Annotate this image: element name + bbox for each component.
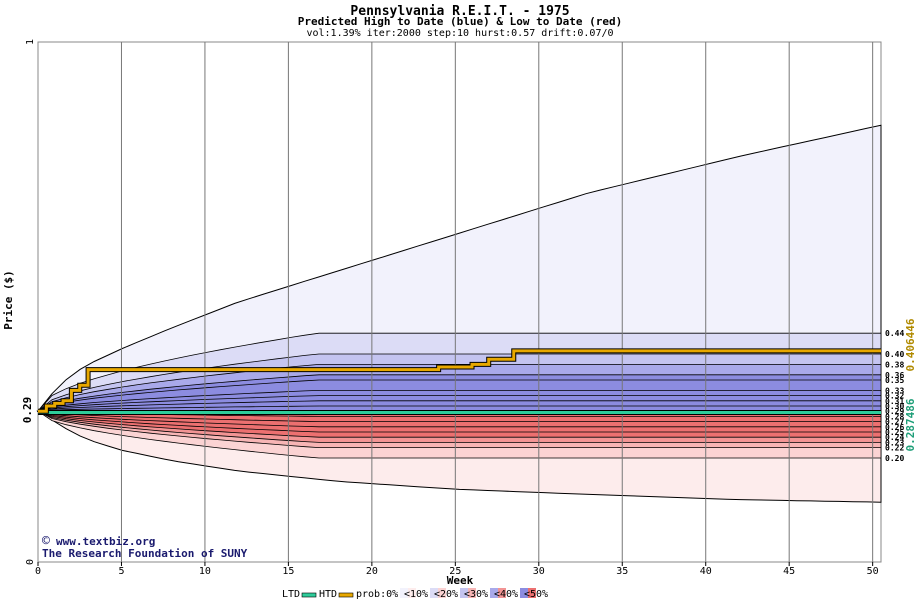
legend-band-swatch-high-1 [430, 588, 438, 598]
credit-url: www.textbiz.org [56, 535, 155, 548]
legend-band-label-0: <10% [404, 589, 428, 600]
price-lines [38, 348, 881, 415]
legend-band-swatch-low-1 [438, 588, 446, 598]
legend-band-swatch-high-0 [400, 588, 408, 598]
x-tick-label-0: 0 [35, 566, 41, 577]
high-band-9 [37, 405, 882, 412]
x-tick-label-20: 20 [366, 566, 378, 577]
legend-band-swatch-low-0 [408, 588, 416, 598]
y-tick-label-0: 0 [25, 559, 36, 565]
band-label-5: 0.33 [885, 386, 904, 395]
htd-value-label: 0.406446 [904, 318, 917, 371]
credit-org: The Research Foundation of SUNY [42, 547, 248, 560]
legend-band-label-1: <20% [434, 589, 458, 600]
chart-header: Pennsylvania R.E.I.T. - 1975 Predicted H… [298, 4, 623, 39]
copyright-icon: © [42, 534, 50, 549]
legend-band-swatch-high-4 [520, 588, 528, 598]
band-label-15: 0.23 [885, 438, 904, 447]
x-axis-label: Week [447, 574, 474, 587]
x-tick-label-5: 5 [118, 566, 124, 577]
x-axis: 0 5 10 15 20 25 30 35 40 45 50 [35, 562, 879, 577]
legend-ltd-swatch [301, 592, 317, 598]
probability-bands [36, 124, 882, 503]
band-label-9: 0.29 [885, 407, 904, 416]
x-tick-label-30: 30 [533, 566, 545, 577]
x-tick-label-45: 45 [783, 566, 795, 577]
htd-line [38, 349, 881, 413]
credit: © www.textbiz.org The Research Foundatio… [42, 534, 248, 560]
legend-band-swatch-low-2 [468, 588, 476, 598]
legend-band-swatch-high-3 [490, 588, 498, 598]
chart-params: vol:1.39% iter:2000 step:10 hurst:0.57 d… [306, 28, 613, 39]
x-tick-label-10: 10 [199, 566, 211, 577]
band-label-6: 0.32 [885, 392, 904, 401]
band-value-labels: 0.44 0.400.38 0.360.350.330.320.310.300.29… [885, 329, 904, 463]
band-label-0: 0.44 [885, 329, 904, 338]
band-label-12: 0.26 [885, 423, 904, 432]
chart-subtitle: Predicted High to Date (blue) & Low to D… [298, 15, 623, 28]
band-label-16: 0.22 [885, 444, 904, 453]
legend-prob-label: prob:0% [356, 589, 398, 600]
legend-band-label-3: <40% [494, 589, 518, 600]
x-tick-label-50: 50 [867, 566, 879, 577]
band-label-4: 0.35 [885, 376, 904, 385]
band-label-17: 0.20 [885, 454, 904, 463]
band-label-7: 0.31 [885, 397, 904, 406]
band-label-14: 0.24 [885, 433, 904, 442]
x-tick-label-25: 25 [449, 566, 461, 577]
band-label-11: 0.27 [885, 418, 904, 427]
legend: LTD HTD prob:0% <10% <20% <30% <40% <50% [282, 588, 548, 600]
current-price-label: 0.29 [21, 397, 34, 424]
legend-htd-swatch [338, 592, 354, 598]
legend-band-swatch-low-3 [498, 588, 506, 598]
x-tick-label-35: 35 [616, 566, 628, 577]
y-axis: 01 [25, 39, 36, 565]
band-label-3: 0.36 [885, 371, 904, 380]
band-label-2: 0.38 [885, 360, 904, 369]
legend-band-label-4: <50% [524, 589, 548, 600]
x-tick-label-15: 15 [282, 566, 294, 577]
legend-ltd-label: LTD [282, 589, 300, 600]
chart-title: Pennsylvania R.E.I.T. - 1975 [350, 4, 569, 19]
band-label-1: 0.40 [885, 350, 904, 359]
band-label-8: 0.30 [885, 402, 904, 411]
legend-band-label-2: <30% [464, 589, 488, 600]
gridlines [120, 42, 874, 562]
y-tick-label-1: 1 [25, 39, 36, 45]
y-axis-label: Price ($) [2, 270, 15, 330]
band-label-10: 0.28 [885, 412, 904, 421]
band-label-13: 0.25 [885, 428, 904, 437]
legend-band-swatch-low-4 [528, 588, 536, 598]
legend-band-swatch-high-2 [460, 588, 468, 598]
x-tick-label-40: 40 [700, 566, 712, 577]
legend-htd-label: HTD [319, 589, 337, 600]
ltd-value-label: 0.287486 [904, 398, 917, 451]
